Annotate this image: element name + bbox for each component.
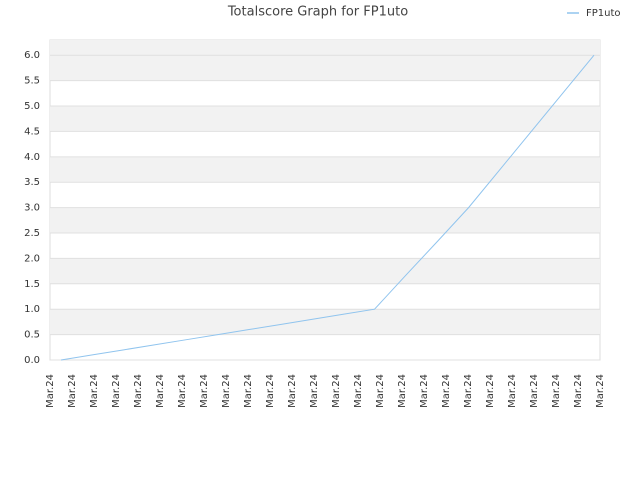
y-tick-label: 1.5	[24, 279, 40, 290]
legend-label: FP1uto	[586, 8, 621, 19]
x-tick-label: Mar.24	[111, 374, 122, 408]
grid-band	[50, 156, 600, 183]
y-tick-label: 2.0	[24, 253, 40, 264]
x-tick-label: Mar.24	[419, 374, 430, 408]
line	[60, 54, 595, 361]
y-tick-label: 4.0	[24, 152, 40, 163]
x-tick-label: Mar.24	[353, 374, 364, 408]
y-tick-label: 4.5	[24, 126, 40, 137]
x-tick-label: Mar.24	[155, 374, 166, 408]
x-tick-label: Mar.24	[133, 374, 144, 408]
x-tick-label: Mar.24	[551, 374, 562, 408]
x-tick-label: Mar.24	[397, 374, 408, 408]
x-tick-label: Mar.24	[485, 374, 496, 408]
x-tick-label: Mar.24	[45, 374, 56, 408]
y-tick-label: 5.0	[24, 101, 40, 112]
y-tick-label: 3.0	[24, 203, 40, 214]
x-tick-label: Mar.24	[89, 374, 100, 408]
grid-band	[50, 258, 600, 284]
y-tick-label: 0.0	[24, 355, 40, 366]
x-tick-label: Mar.24	[595, 374, 606, 408]
x-tick-label: Mar.24	[265, 374, 276, 408]
x-tick-label: Mar.24	[67, 374, 78, 408]
x-tick-label: Mar.24	[375, 374, 386, 408]
x-tick-label: Mar.24	[463, 374, 474, 408]
x-tick-label: Mar.24	[221, 374, 232, 408]
chart-title: Totalscore Graph for FP1uto	[227, 5, 408, 20]
y-tick-label: 5.5	[24, 76, 40, 87]
grid-band	[50, 55, 600, 81]
y-tick-label: 2.5	[24, 228, 40, 239]
plot-area	[49, 39, 601, 361]
x-tick-label: Mar.24	[199, 374, 210, 408]
x-tick-label: Mar.24	[177, 374, 188, 408]
grid-band	[50, 207, 600, 234]
x-tick-label: Mar.24	[243, 374, 254, 408]
grid-band	[50, 106, 600, 132]
y-tick-label: 3.5	[24, 177, 40, 188]
x-tick-label: Mar.24	[309, 374, 320, 408]
x-tick-label: Mar.24	[529, 374, 540, 408]
y-tick-label: 1.0	[24, 304, 40, 315]
grid-band	[50, 309, 600, 335]
x-tick-label: Mar.24	[331, 374, 342, 408]
y-tick-label: 6.0	[24, 50, 40, 61]
x-tick-label: Mar.24	[573, 374, 584, 408]
grid-band	[50, 40, 600, 56]
x-tick-label: Mar.24	[287, 374, 298, 408]
x-tick-label: Mar.24	[507, 374, 518, 408]
x-tick-label: Mar.24	[441, 374, 452, 408]
y-tick-label: 0.5	[24, 330, 40, 341]
